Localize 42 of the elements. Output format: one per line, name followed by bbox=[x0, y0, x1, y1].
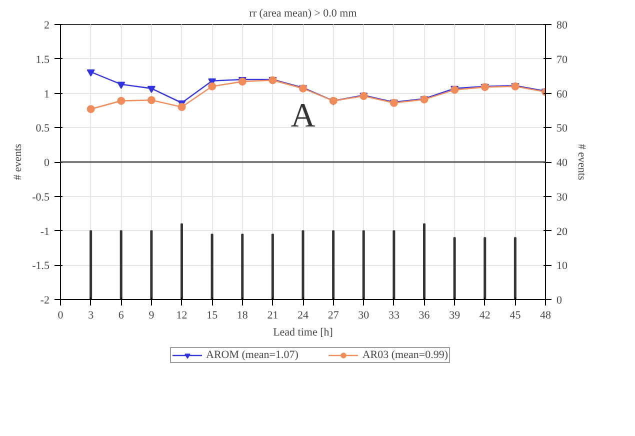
legend-label: AR03 (mean=0.99) bbox=[362, 349, 448, 361]
y2-tick-label: 70 bbox=[556, 54, 568, 66]
y-axis-title: # events bbox=[12, 144, 24, 180]
y2-tick-label: 60 bbox=[556, 88, 568, 100]
y-tick-label: 2 bbox=[44, 20, 50, 32]
y-tick-label: 1.5 bbox=[36, 54, 50, 66]
x-tick-label: 27 bbox=[328, 310, 340, 322]
x-tick-label: 39 bbox=[449, 310, 461, 322]
legend-label: AROM (mean=1.07) bbox=[206, 349, 298, 361]
y-tick-label: 0.5 bbox=[36, 122, 50, 135]
x-tick-label: 12 bbox=[176, 310, 188, 322]
annotation: A bbox=[290, 98, 316, 134]
y2-tick-label: 80 bbox=[556, 20, 568, 32]
x-tick-label: 33 bbox=[388, 310, 400, 322]
x-tick-label: 24 bbox=[298, 310, 309, 322]
x-tick-label: 18 bbox=[236, 310, 248, 322]
y-tick-label: -1 bbox=[40, 226, 50, 238]
y2-tick-label: 10 bbox=[556, 260, 568, 272]
y2-tick-label: 30 bbox=[556, 191, 568, 204]
x-tick-label: 3 bbox=[88, 310, 94, 322]
x-tick-label: 21 bbox=[267, 310, 278, 322]
x-tick-label: 30 bbox=[358, 310, 370, 322]
y-tick-label: 0 bbox=[44, 157, 50, 169]
y2-tick-label: 50 bbox=[556, 122, 568, 135]
y2-axis-title: # events bbox=[576, 144, 588, 180]
y-tick-label: 1 bbox=[44, 88, 50, 100]
y2-tick-label: 20 bbox=[556, 226, 568, 238]
y-tick-label: -1.5 bbox=[32, 260, 50, 272]
y2-tick-label: 40 bbox=[556, 157, 568, 169]
y-tick-label: -0.5 bbox=[32, 191, 50, 204]
x-tick-label: 45 bbox=[510, 310, 522, 322]
x-tick-label: 9 bbox=[148, 310, 155, 322]
chart-title: rr (area mean) > 0.0 mm bbox=[249, 8, 358, 20]
x-tick-label: 36 bbox=[418, 310, 430, 322]
x-tick-label: 42 bbox=[479, 310, 490, 322]
x-tick-label: 15 bbox=[206, 310, 218, 322]
x-tick-label: 6 bbox=[118, 310, 124, 322]
x-axis-title: Lead time [h] bbox=[273, 326, 333, 338]
x-tick-label: 48 bbox=[540, 310, 552, 322]
y2-tick-label: 0 bbox=[556, 294, 562, 306]
x-tick-label: 0 bbox=[58, 310, 64, 322]
y-tick-label: -2 bbox=[40, 294, 50, 306]
